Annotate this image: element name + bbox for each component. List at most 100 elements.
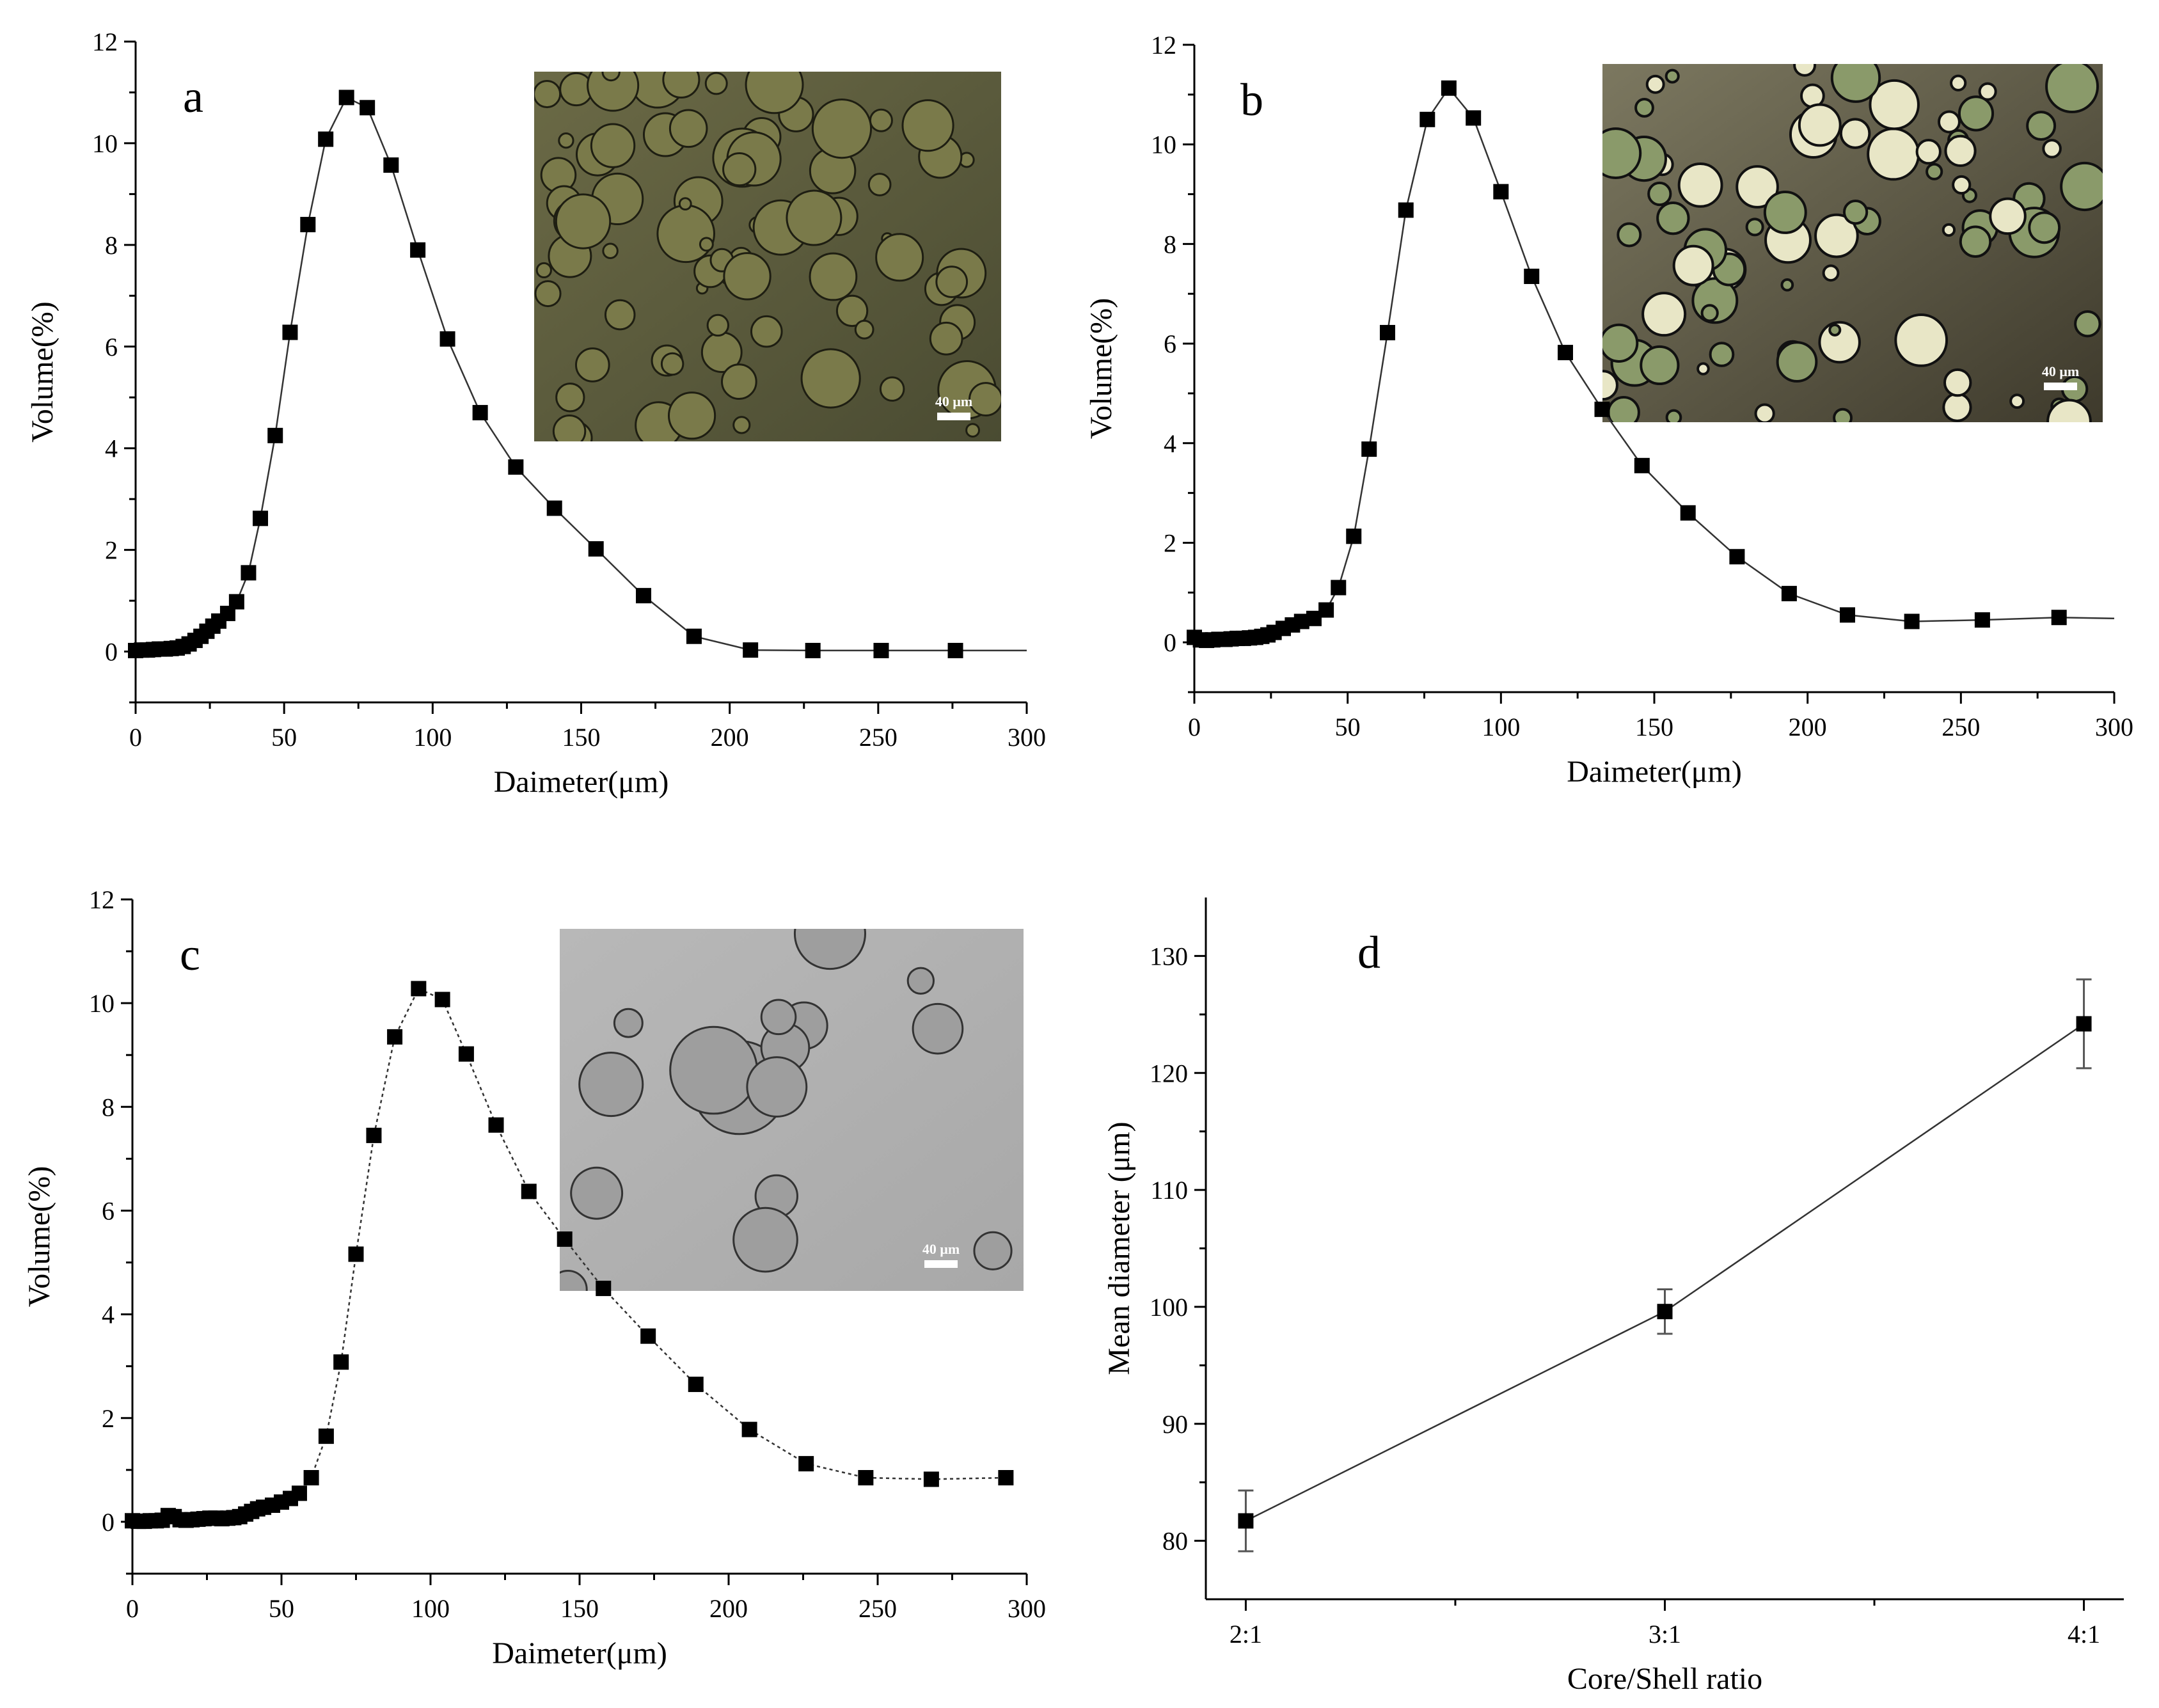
y-tick-label: 2 [1164,528,1176,557]
y-tick-label: 0 [1164,628,1176,657]
axes: 0 2 4 6 8 10 12 0 50 100 150 200 250 300 [1151,31,2133,741]
data-point [636,588,652,604]
panel-label: d [1357,927,1380,978]
data-point [1493,184,1509,200]
data-point [2051,610,2067,626]
x-tick-label: 150 [562,723,601,752]
y-tick-label: 6 [102,1196,115,1225]
x-tick-label: 3:1 [1649,1620,1681,1649]
data-point [1594,401,1610,417]
x-tick-label: 2:1 [1230,1620,1262,1649]
data-point [1420,111,1435,127]
data-point [291,1485,307,1501]
x-tick-label: 0 [126,1594,139,1623]
data-point [282,324,298,340]
scale-bar-label: 40 μm [935,393,972,409]
y-tick-label: 90 [1162,1410,1188,1439]
data-point [458,1046,474,1062]
x-tick-label: 150 [560,1594,599,1623]
data-point [1839,607,1855,623]
data-point [873,642,889,658]
scale-bar [924,1260,958,1268]
data-point [411,981,427,997]
y-tick-label: 4 [102,1301,115,1329]
micrograph-inset: 40 μm [1602,64,2103,422]
data-point [1346,528,1362,544]
data-point [1524,268,1540,284]
y-tick-label: 10 [89,989,115,1018]
x-axis-title: Core/Shell ratio [1567,1662,1762,1696]
data-point [303,1470,319,1486]
series [128,90,1027,658]
data-point [488,1117,504,1133]
panel-label: c [180,929,200,980]
micrograph-inset: 40 μm [534,72,1001,441]
chart-panel-d: 80 90 100 110 120 130 2:1 3:1 4:1 Core/Shell rati… [1081,854,2159,1708]
y-tick-label: 12 [1151,31,1176,59]
data-point [228,594,244,610]
data-point [596,1281,612,1297]
series [1238,978,2092,1553]
axes: 0 2 4 6 8 10 12 0 50 100 150 200 250 300 [89,885,1046,1623]
data-point [743,642,759,658]
y-tick-label: 12 [92,28,118,56]
y-tick-label: 2 [102,1404,115,1433]
data-point [947,642,963,658]
data-point [1974,612,1990,628]
data-point [998,1470,1014,1486]
axes: 80 90 100 110 120 130 2:1 3:1 4:1 [1150,897,2124,1649]
scale-bar-label: 40 μm [2042,363,2079,379]
x-tick-label: 200 [1789,713,1827,741]
scale-bar [937,413,970,420]
x-tick-label: 200 [709,1594,748,1623]
y-tick-label: 8 [102,1093,115,1121]
x-tick-label: 50 [271,723,297,752]
data-point [360,100,376,116]
data-point [318,1428,334,1444]
data-point [383,157,399,173]
data-point [472,405,488,421]
data-point [1361,441,1377,457]
data-point [434,992,450,1008]
y-tick-label: 0 [102,1508,115,1537]
chart-panel-c: 40 μm 0 2 4 6 8 10 12 0 50 100 150 200 250 300 Daimeter… [0,854,1081,1708]
x-tick-label: 0 [1188,713,1201,741]
y-tick-label: 4 [105,434,118,463]
y-axis-title: Volume(%) [26,301,59,442]
data-point [348,1246,364,1262]
y-tick-label: 120 [1150,1059,1188,1087]
y-tick-label: 8 [1164,230,1176,258]
data-point [1238,1513,1254,1529]
x-tick-label: 50 [1335,713,1361,741]
data-point [686,628,702,644]
x-tick-label: 200 [711,723,749,752]
y-tick-label: 10 [92,129,118,158]
data-point [2076,1016,2092,1032]
data-point [1466,110,1482,126]
x-tick-label: 100 [413,723,452,752]
data-point [1318,602,1334,618]
y-tick-label: 110 [1150,1176,1188,1205]
x-tick-label: 250 [858,1594,897,1623]
y-tick-label: 100 [1150,1293,1188,1322]
data-point [521,1183,537,1199]
data-point [1680,505,1696,521]
series [1187,80,2115,649]
y-axis-title: Volume(%) [1084,298,1118,439]
data-point [508,459,524,475]
y-axis-title: Volume(%) [22,1166,56,1307]
y-tick-label: 4 [1164,429,1176,458]
data-point [300,217,316,233]
data-point [805,642,821,658]
data-point [858,1470,874,1486]
chart-c-svg: 40 μm 0 2 4 6 8 10 12 0 50 100 150 200 250 300 Daimeter… [22,885,1046,1670]
data-point [1441,80,1457,96]
chart-d-svg: 80 90 100 110 120 130 2:1 3:1 4:1 Core/Shell rati… [1102,897,2124,1696]
y-tick-label: 2 [105,536,118,565]
data-point [588,541,604,557]
chart-panel-a: 40 μm 0 2 4 6 8 10 12 0 50 100 150 200 250 300 Daimeter… [0,0,1081,825]
data-point [1781,585,1797,601]
y-tick-label: 6 [1164,329,1176,358]
scale-bar-label: 40 μm [922,1241,960,1257]
y-tick-label: 10 [1151,130,1176,159]
